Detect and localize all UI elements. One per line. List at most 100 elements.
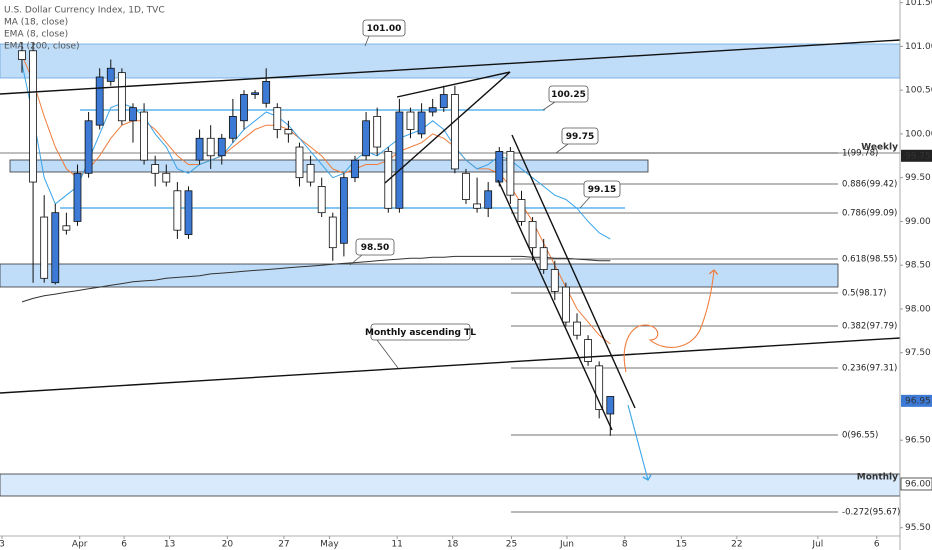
trendline: [0, 39, 901, 95]
candle-body: [517, 199, 526, 222]
y-tick-label: 98.50: [905, 261, 931, 271]
candle-body: [84, 120, 93, 174]
callout-box: [355, 238, 395, 256]
candle-body: [51, 212, 60, 284]
candle-body: [406, 111, 415, 130]
x-tick-label: 6: [874, 540, 880, 550]
candle-body: [362, 120, 370, 157]
callouts: 101.00 100.25 99.75 99.15 98.50 Monthly ascen…: [349, 19, 621, 369]
callout-label: 98.50: [361, 243, 389, 253]
candle-body: [106, 67, 115, 82]
y-tick-label: 99.50: [905, 173, 931, 183]
candle-body: [140, 111, 148, 161]
candle-body: [151, 164, 160, 174]
candle-body: [251, 92, 259, 95]
plot: [18, 42, 615, 436]
callout-pointer: [364, 35, 370, 47]
price-label-box: [901, 394, 932, 407]
candle-body: [273, 107, 282, 130]
x-tick-label: Apr: [72, 540, 88, 550]
callout-pointer: [555, 143, 569, 154]
candle-body: [584, 339, 592, 362]
callout: 100.25: [542, 85, 589, 111]
callout-box: [583, 180, 621, 198]
price-label: 99.75: [905, 151, 931, 161]
x-tick-label: 18: [447, 540, 459, 550]
y-tick-label: 100.00: [905, 129, 932, 139]
candle-body: [262, 80, 271, 104]
y-tick-label: 96.50: [905, 436, 931, 446]
callout-box: [370, 323, 471, 341]
callout-box: [548, 85, 589, 103]
candle-body: [550, 269, 559, 292]
price-axis: [900, 0, 932, 550]
channel-line: [511, 134, 636, 409]
callout: Monthly ascending TL: [365, 323, 476, 369]
candle-body: [40, 216, 49, 279]
x-tick-label: 6: [121, 540, 127, 550]
fib-label: 1(99.78): [842, 149, 878, 159]
x-tick-label: 27: [278, 540, 289, 550]
candle-body: [228, 116, 237, 139]
trendline: [384, 71, 511, 184]
fib-label: 0.786(99.09): [842, 209, 897, 219]
price-label: 96.95: [905, 396, 931, 406]
x-tick-label: 25: [506, 540, 517, 550]
legend: U.S. Dollar Currency Index, 1D, TVC MA (…: [4, 6, 165, 52]
y-tick-label: 97.50: [905, 348, 931, 358]
candle-body: [606, 396, 615, 415]
candle-body: [195, 137, 204, 161]
callout-pointer: [579, 196, 591, 209]
candle-body: [595, 365, 604, 410]
zone: [9, 159, 649, 173]
x-tick-label: Jun: [559, 540, 574, 550]
x-tick-label: 8: [622, 540, 628, 550]
y-tick-label: 100.50: [905, 86, 932, 96]
callout-label: 99.15: [588, 185, 616, 195]
candle-body: [495, 151, 504, 183]
x-tick-label: 3: [0, 540, 5, 550]
trendline: [396, 71, 511, 98]
candle-body: [73, 172, 82, 222]
callout-label: 100.25: [551, 90, 586, 100]
candle-body: [240, 94, 248, 122]
x-tick-label: 20: [222, 540, 234, 550]
level-name: Monthly: [857, 473, 898, 483]
zone: [0, 263, 839, 288]
callout-label: 99.75: [566, 132, 594, 142]
fib-label: 0.886(99.42): [842, 180, 897, 190]
candle-body: [317, 186, 326, 214]
callout-pointer: [349, 254, 363, 266]
drawings: [0, 39, 901, 480]
y-tick-label: 98.00: [905, 304, 931, 314]
legend-item: EMA (200, close): [4, 42, 80, 52]
callout-pointer: [376, 339, 399, 369]
projection-arrow: [627, 404, 648, 480]
candle-body: [339, 177, 348, 244]
legend-item: EMA (8, close): [4, 30, 68, 40]
ascending-trendline: [0, 337, 901, 394]
callout: 99.75: [555, 127, 599, 154]
candle-body: [117, 72, 126, 122]
indicator-line: [21, 255, 611, 303]
candle-body: [284, 129, 293, 135]
candle-body: [506, 151, 515, 196]
candle-body: [184, 190, 193, 235]
candle-body: [573, 321, 581, 336]
x-tick-label: May: [320, 540, 339, 550]
projection-arrow: [623, 270, 714, 373]
callout: 101.00: [362, 19, 406, 47]
y-tick-label: 99.00: [905, 217, 931, 227]
candle-body: [295, 146, 304, 179]
callout: 99.15: [579, 180, 621, 209]
candle-body: [561, 286, 570, 323]
price-label-box: [900, 477, 932, 491]
candle-body: [95, 76, 104, 126]
candle-body: [129, 107, 137, 122]
candle-body: [206, 137, 215, 157]
x-tick-label: 11: [391, 540, 402, 550]
candle-body: [428, 107, 437, 113]
candle-body: [306, 164, 315, 183]
